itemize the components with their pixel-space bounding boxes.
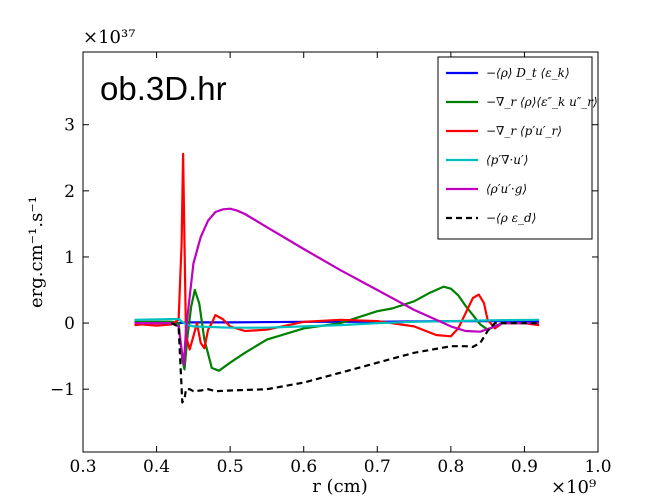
y-tick-label: 1 — [64, 248, 75, 268]
y-tick-label: −1 — [50, 380, 75, 400]
x-tick-label: 0.6 — [290, 457, 317, 477]
legend-label-3: −∇_r ⟨p′u′_r⟩ — [486, 124, 562, 138]
y-tick-label: 3 — [64, 116, 75, 136]
plot-frame — [82, 51, 599, 453]
x-tick-label: 0.9 — [511, 457, 538, 477]
series-layer — [134, 152, 540, 404]
x-tick-label: 0.8 — [437, 457, 464, 477]
legend: −⟨ρ⟩ D_t ⟨ε_k⟩ −∇_r ⟨ρ⟩⟨ε″_k u″_r⟩ −∇_r ⟨p… — [437, 56, 598, 240]
legend-label-5: ⟨ρ′u′·g⟩ — [486, 182, 527, 196]
y-multiplier: ×10³⁷ — [83, 27, 135, 48]
x-multiplier: ×10⁹ — [551, 477, 596, 498]
series-line-4 — [134, 318, 540, 329]
legend-label-4: ⟨p′∇·u′⟩ — [486, 153, 528, 167]
y-tick-label: 0 — [64, 314, 75, 334]
legend-label-2: −∇_r ⟨ρ⟩⟨ε″_k u″_r⟩ — [486, 95, 598, 109]
tick-layer: 0.3 0.4 0.5 0.6 0.7 0.8 0.9 1.0 −1 0 1 2 3 — [50, 52, 612, 477]
x-tick-label: 0.7 — [364, 457, 391, 477]
series-line-6 — [170, 322, 540, 404]
legend-box — [437, 56, 593, 240]
x-tick-label: 0.5 — [217, 457, 244, 477]
series-line-3 — [134, 152, 540, 351]
y-axis-label: erg.cm⁻¹.s⁻¹ — [26, 196, 47, 308]
x-axis-label: r (cm) — [312, 476, 368, 497]
panel-title: ob.3D.hr — [100, 70, 227, 107]
x-tick-label: 0.4 — [143, 457, 170, 477]
series-line-5 — [134, 207, 540, 366]
x-tick-label: 0.3 — [69, 457, 96, 477]
legend-label-1: −⟨ρ⟩ D_t ⟨ε_k⟩ — [486, 66, 570, 80]
legend-label-6: −⟨ρ ε_d⟩ — [486, 211, 536, 225]
y-tick-label: 2 — [64, 182, 75, 202]
x-tick-label: 1.0 — [584, 457, 611, 477]
